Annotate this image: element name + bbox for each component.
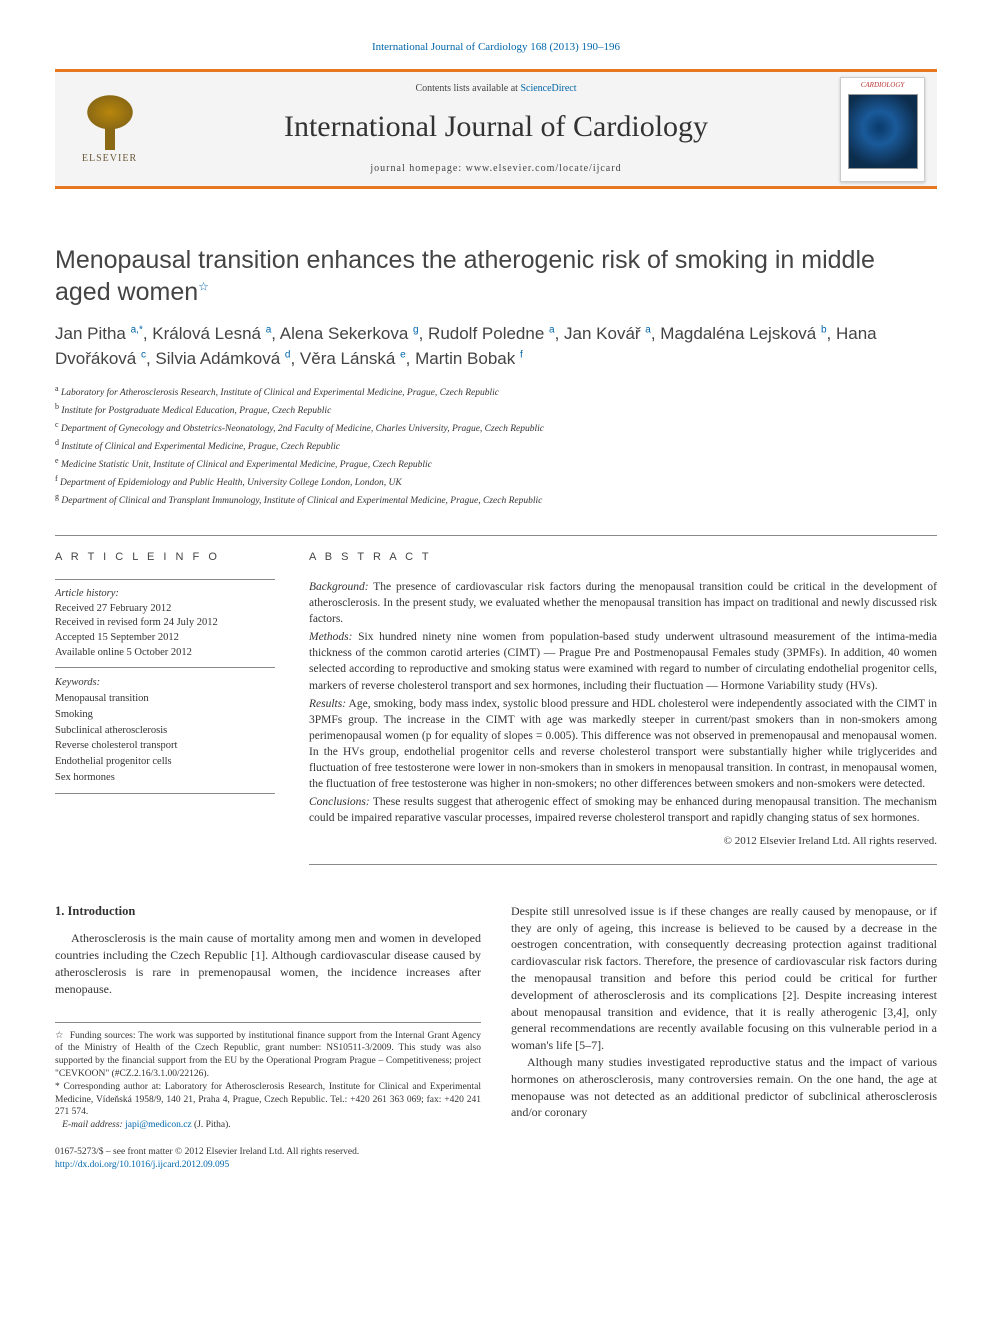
page-footer: 0167-5273/$ – see front matter © 2012 El… (55, 1146, 481, 1173)
cover-title: CARDIOLOGY (858, 78, 908, 94)
intro-paragraph: Although many studies investigated repro… (511, 1054, 937, 1121)
corresponding-email-link[interactable]: japi@medicon.cz (125, 1120, 192, 1130)
sciencedirect-link[interactable]: ScienceDirect (520, 83, 576, 94)
affiliation-list: a Laboratory for Atherosclerosis Researc… (55, 383, 937, 508)
cover-image (848, 94, 918, 169)
abstract-body: Background: The presence of cardiovascul… (309, 579, 937, 865)
contents-line: Contents lists available at ScienceDirec… (152, 82, 840, 96)
journal-citation[interactable]: International Journal of Cardiology 168 … (55, 40, 937, 55)
journal-header: ELSEVIER Contents lists available at Sci… (55, 69, 937, 189)
journal-cover: CARDIOLOGY (840, 77, 925, 182)
footnotes: ☆ Funding sources: The work was supporte… (55, 1022, 481, 1133)
doi-link[interactable]: http://dx.doi.org/10.1016/j.ijcard.2012.… (55, 1160, 229, 1170)
publisher-logo: ELSEVIER (67, 84, 152, 174)
publisher-name: ELSEVIER (82, 152, 137, 166)
elsevier-tree-icon (80, 92, 140, 150)
keywords-block: Keywords: Menopausal transitionSmokingSu… (55, 668, 275, 793)
footnote-star-icon: ☆ (198, 279, 209, 293)
article-history: Article history: Received 27 February 20… (55, 579, 275, 668)
intro-paragraph: Atherosclerosis is the main cause of mor… (55, 930, 481, 997)
journal-homepage: journal homepage: www.elsevier.com/locat… (152, 162, 840, 176)
intro-paragraph: Despite still unresolved issue is if the… (511, 903, 937, 1054)
abstract-heading: A B S T R A C T (309, 550, 937, 565)
article-title: Menopausal transition enhances the ather… (55, 245, 937, 308)
author-list: Jan Pitha a,*, Králová Lesná a, Alena Se… (55, 322, 937, 371)
abstract-copyright: © 2012 Elsevier Ireland Ltd. All rights … (309, 834, 937, 849)
article-info-heading: A R T I C L E I N F O (55, 550, 275, 565)
introduction-heading: 1. Introduction (55, 903, 481, 921)
journal-title: International Journal of Cardiology (152, 106, 840, 148)
